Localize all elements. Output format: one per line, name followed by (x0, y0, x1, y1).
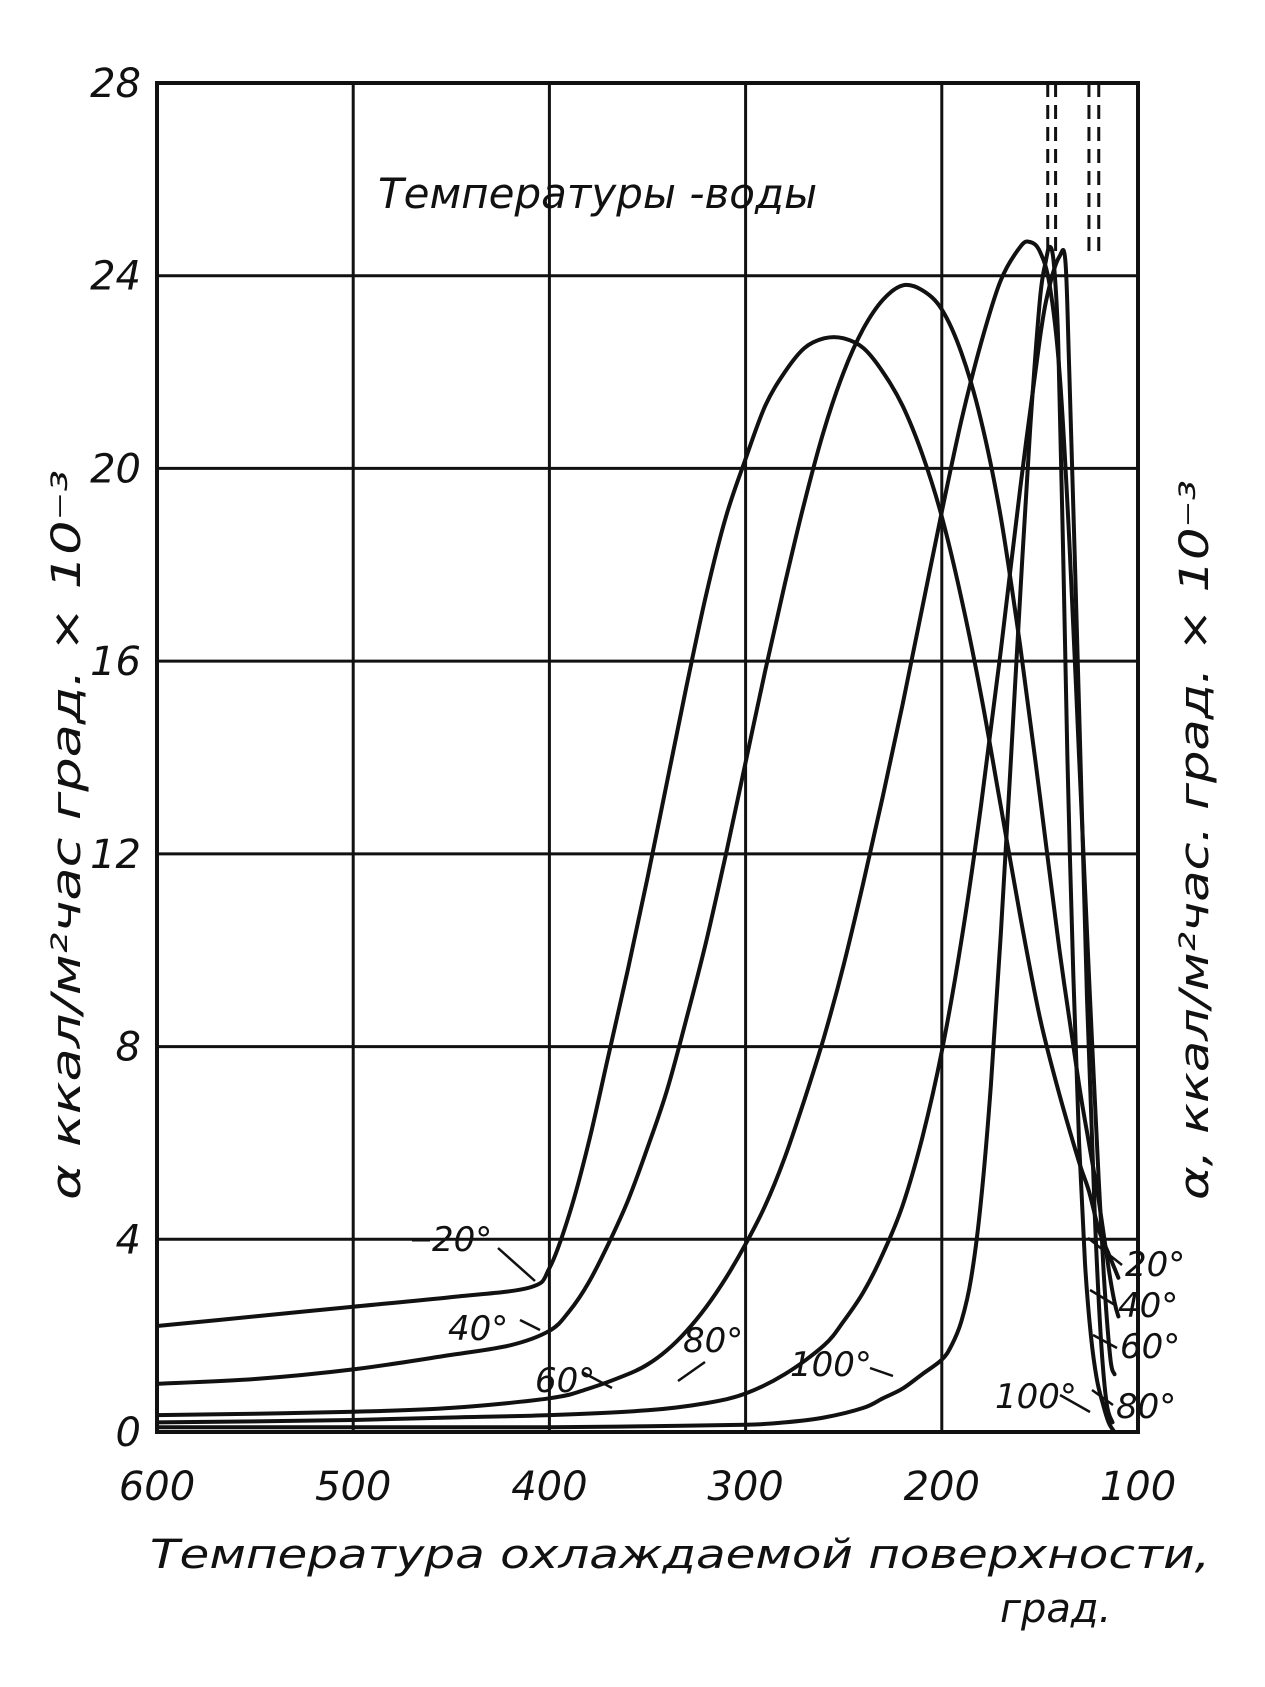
leader-left-3 (581, 1370, 613, 1390)
series-label-left-3: 60° (535, 1361, 595, 1401)
dashed-guide-lines (1046, 83, 1101, 252)
y-tick-label: 4 (116, 1217, 141, 1263)
series-line-2 (155, 282, 1121, 1386)
y-axis-title-left: α ккал/м²час град. × 10⁻³ (44, 470, 90, 1200)
x-tick-labels: 600 500 400 300 200 100 (119, 1464, 1176, 1510)
x-axis-title: Температура охлаждаемой поверхности, (150, 1532, 1210, 1578)
y-tick-label: 16 (90, 639, 141, 685)
series-line-4 (155, 248, 1115, 1425)
chart-title: Температуры -воды (378, 169, 817, 218)
y-tick-label: 0 (116, 1410, 141, 1456)
leader-left-1 (497, 1247, 536, 1282)
series-labels: 20°20°40°40°60°60°80°80°100°100° (432, 1220, 1185, 1427)
series-line-1 (155, 335, 1121, 1328)
series-label-right-4: 80° (1116, 1387, 1176, 1427)
y-tick-label: 8 (116, 1025, 141, 1071)
x-tick-label: 200 (904, 1464, 980, 1510)
series-label-left-2: 40° (448, 1309, 508, 1349)
series-curves (155, 239, 1121, 1434)
y-tick-labels: 0 4 8 12 16 20 24 28 (90, 61, 141, 1456)
series-label-left-1: 20° (432, 1220, 492, 1260)
x-tick-label: 300 (707, 1464, 783, 1510)
x-tick-label: 500 (315, 1464, 391, 1510)
x-tick-label: 100 (1100, 1464, 1176, 1510)
leader-right-5 (1059, 1393, 1091, 1414)
leader-left-2 (519, 1318, 541, 1332)
x-axis-title-unit: град. (1000, 1586, 1111, 1632)
leader-left-4 (677, 1360, 706, 1383)
y-axis-title-right: α, ккал/м²час. град. × 10⁻³ (1172, 480, 1218, 1200)
legend-leader-lines (412, 1237, 1123, 1414)
leader-right-2 (1089, 1288, 1116, 1307)
y-tick-label: 24 (90, 254, 141, 300)
leader-right-1 (1087, 1237, 1123, 1266)
x-tick-label: 600 (119, 1464, 195, 1510)
series-label-left-5: 100° (790, 1345, 872, 1385)
series-label-right-5: 100° (995, 1377, 1077, 1417)
series-label-left-4: 80° (683, 1321, 743, 1361)
series-label-right-2: 40° (1118, 1286, 1178, 1326)
y-tick-label: 20 (90, 446, 141, 492)
y-tick-label: 28 (90, 61, 141, 107)
series-label-right-1: 20° (1125, 1245, 1185, 1285)
series-label-right-3: 60° (1120, 1327, 1180, 1367)
leader-right-3 (1092, 1333, 1118, 1350)
y-tick-label: 12 (90, 832, 141, 878)
series-line-5 (155, 244, 1117, 1434)
leader-left-5 (869, 1366, 894, 1378)
x-tick-label: 400 (511, 1464, 587, 1510)
leader-right-4 (1091, 1388, 1114, 1407)
plot-frame (155, 81, 1140, 1434)
